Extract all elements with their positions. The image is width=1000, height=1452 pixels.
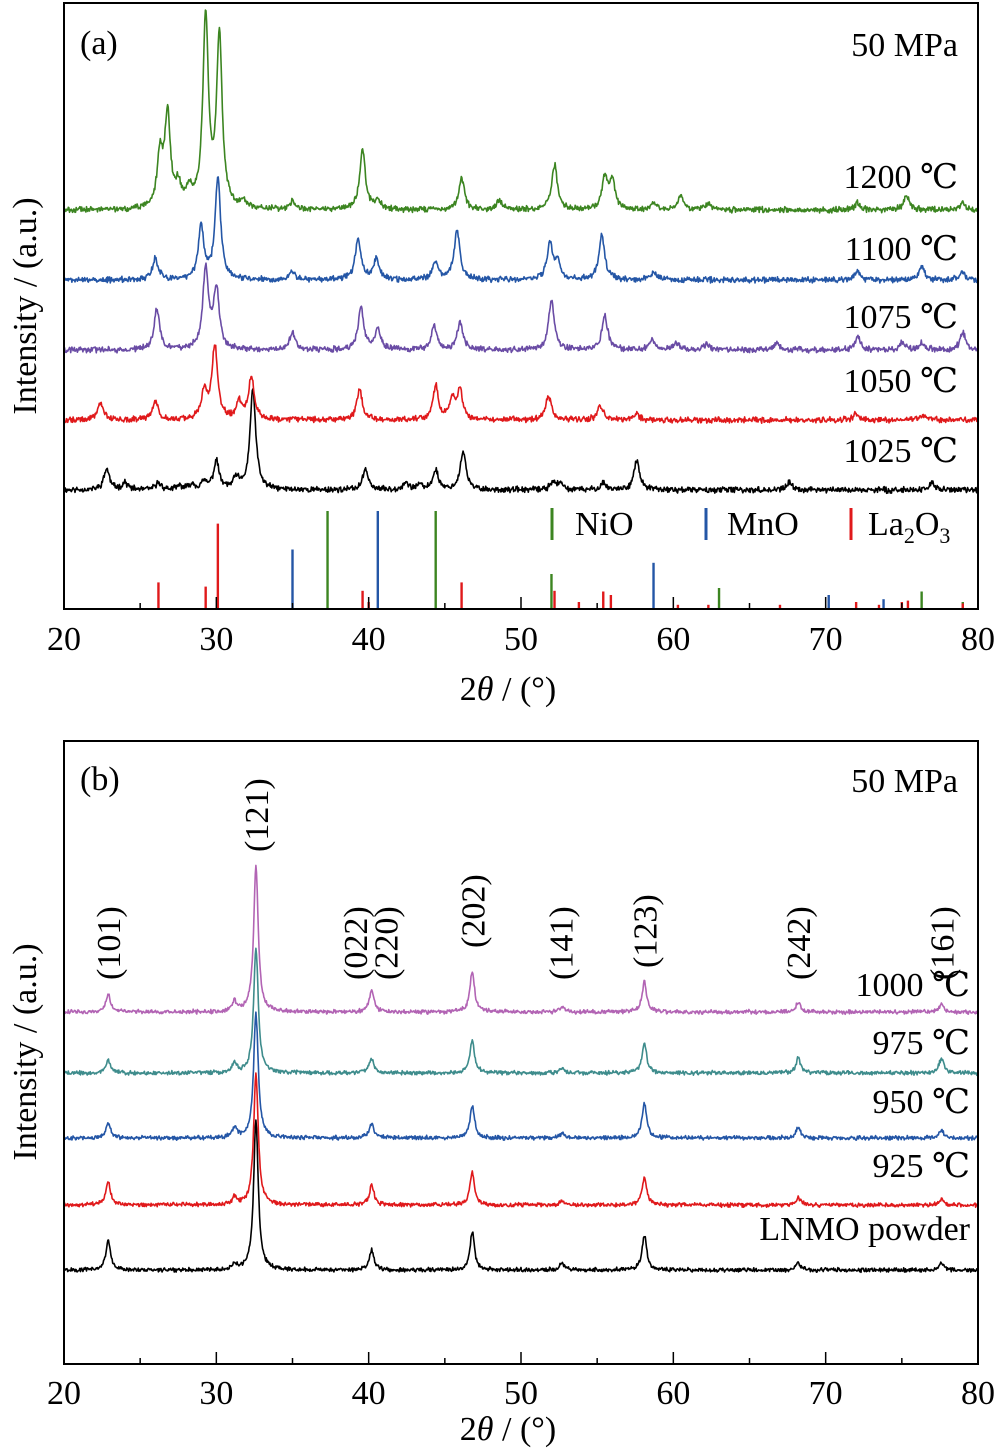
- panel-a-series-label: 1025 ℃: [843, 433, 958, 470]
- panel-a-x-tick-label: 80: [961, 621, 995, 658]
- panel-a-traces: [63, 9, 979, 495]
- panel-b-x-tick-label: 20: [47, 1375, 81, 1412]
- panel-b-series-label: 975 ℃: [872, 1025, 970, 1062]
- panel-b-hkl-label: (161): [924, 906, 961, 980]
- panel-a-series-label: 1050 ℃: [843, 363, 958, 400]
- panel-b-trace: [63, 1011, 979, 1141]
- panel-b-x-tick-label: 50: [504, 1375, 538, 1412]
- panel-a-x-tick-label: 50: [504, 621, 538, 658]
- panel-b-hkl-label: (022): [338, 906, 375, 980]
- panel-b-y-axis-label: Intensity / (a.u.): [7, 943, 44, 1160]
- panel-b-trace: [63, 1119, 979, 1274]
- panel-b-hkl-label: (242): [781, 906, 818, 980]
- panel-b-x-tick-labels: 20 30 40 50 60 70 80: [47, 1375, 995, 1412]
- panel-b-series-label: 950 ℃: [872, 1084, 970, 1121]
- panel-a-series-label: 1200 ℃: [843, 159, 958, 196]
- panel-b-trace: [63, 947, 979, 1077]
- panel-a-trace: [63, 344, 979, 424]
- panel-a-label: (a): [80, 25, 118, 62]
- panel-a-x-tick-label: 40: [352, 621, 386, 658]
- panel-a-frame: [63, 2, 979, 610]
- panel-b-x-ticks: [63, 1352, 979, 1364]
- panel-a-series-label: 1075 ℃: [843, 299, 958, 336]
- panel-b-pressure-annotation: 50 MPa: [851, 763, 958, 800]
- panel-a-x-tick-label: 20: [47, 621, 81, 658]
- panel-b-hkl-label: (101): [91, 906, 128, 980]
- panel-b-series-labels: LNMO powder 925 ℃ 950 ℃ 975 ℃ 1000 ℃: [759, 967, 970, 1248]
- panel-a-series-label: 1100 ℃: [845, 231, 958, 268]
- panel-a-trace: [63, 9, 979, 214]
- panel-a-trace: [63, 176, 979, 284]
- panel-b-x-tick-label: 40: [352, 1375, 386, 1412]
- panel-b-x-tick-label: 60: [656, 1375, 690, 1412]
- panel-b-hkl-label: (220): [368, 906, 405, 980]
- panel-b-traces: [63, 864, 979, 1274]
- panel-b-hkl-label: (121): [239, 778, 276, 852]
- panel-a-x-tick-label: 60: [656, 621, 690, 658]
- panel-b-series-label: 925 ℃: [872, 1148, 970, 1185]
- legend-la2o3-label: La2O3: [868, 506, 950, 548]
- panel-b-series-label: 1000 ℃: [855, 967, 970, 1004]
- panel-b-hkl-label: (123): [627, 894, 664, 968]
- panel-a-x-axis-label: 2θ / (°): [460, 671, 556, 708]
- panel-a-x-ticks: [63, 597, 979, 609]
- panel-a-x-tick-labels: 20 30 40 50 60 70 80: [47, 621, 995, 658]
- panel-b-hkl-label: (202): [455, 874, 492, 948]
- panel-a-trace: [63, 388, 979, 495]
- panel-a-reference-lines: [157, 511, 964, 609]
- panel-b-x-axis-label: 2θ / (°): [460, 1411, 556, 1448]
- legend-mno-label: MnO: [727, 506, 799, 543]
- panel-b-hkl-label: (141): [544, 906, 581, 980]
- panel-b: 20 30 40 50 60 70 80 (b) 50 MPa LNMO powder 925…: [7, 740, 995, 1448]
- panel-a-y-axis-label: Intensity / (a.u.): [7, 197, 44, 414]
- panel-a-x-tick-label: 70: [809, 621, 843, 658]
- panel-b-x-tick-label: 30: [199, 1375, 233, 1412]
- legend-nio-label: NiO: [575, 506, 634, 543]
- panel-a-series-labels: 1025 ℃ 1050 ℃ 1075 ℃ 1100 ℃ 1200 ℃: [843, 159, 958, 470]
- panel-b-trace: [63, 864, 979, 1016]
- panel-b-trace: [63, 1072, 979, 1209]
- panel-b-hkl-labels: (101) (121) (022)(220) (202) (141) (123) (242)…: [91, 778, 961, 980]
- panel-b-x-tick-label: 80: [961, 1375, 995, 1412]
- panel-b-x-tick-label: 70: [809, 1375, 843, 1412]
- panel-a-trace: [63, 262, 979, 354]
- panel-b-label: (b): [80, 761, 120, 798]
- panel-a-pressure-annotation: 50 MPa: [851, 27, 958, 64]
- panel-b-series-label: LNMO powder: [759, 1211, 970, 1248]
- panel-a-x-tick-label: 30: [199, 621, 233, 658]
- panel-a-reference-legend: NiO MnO La2O3: [550, 506, 950, 548]
